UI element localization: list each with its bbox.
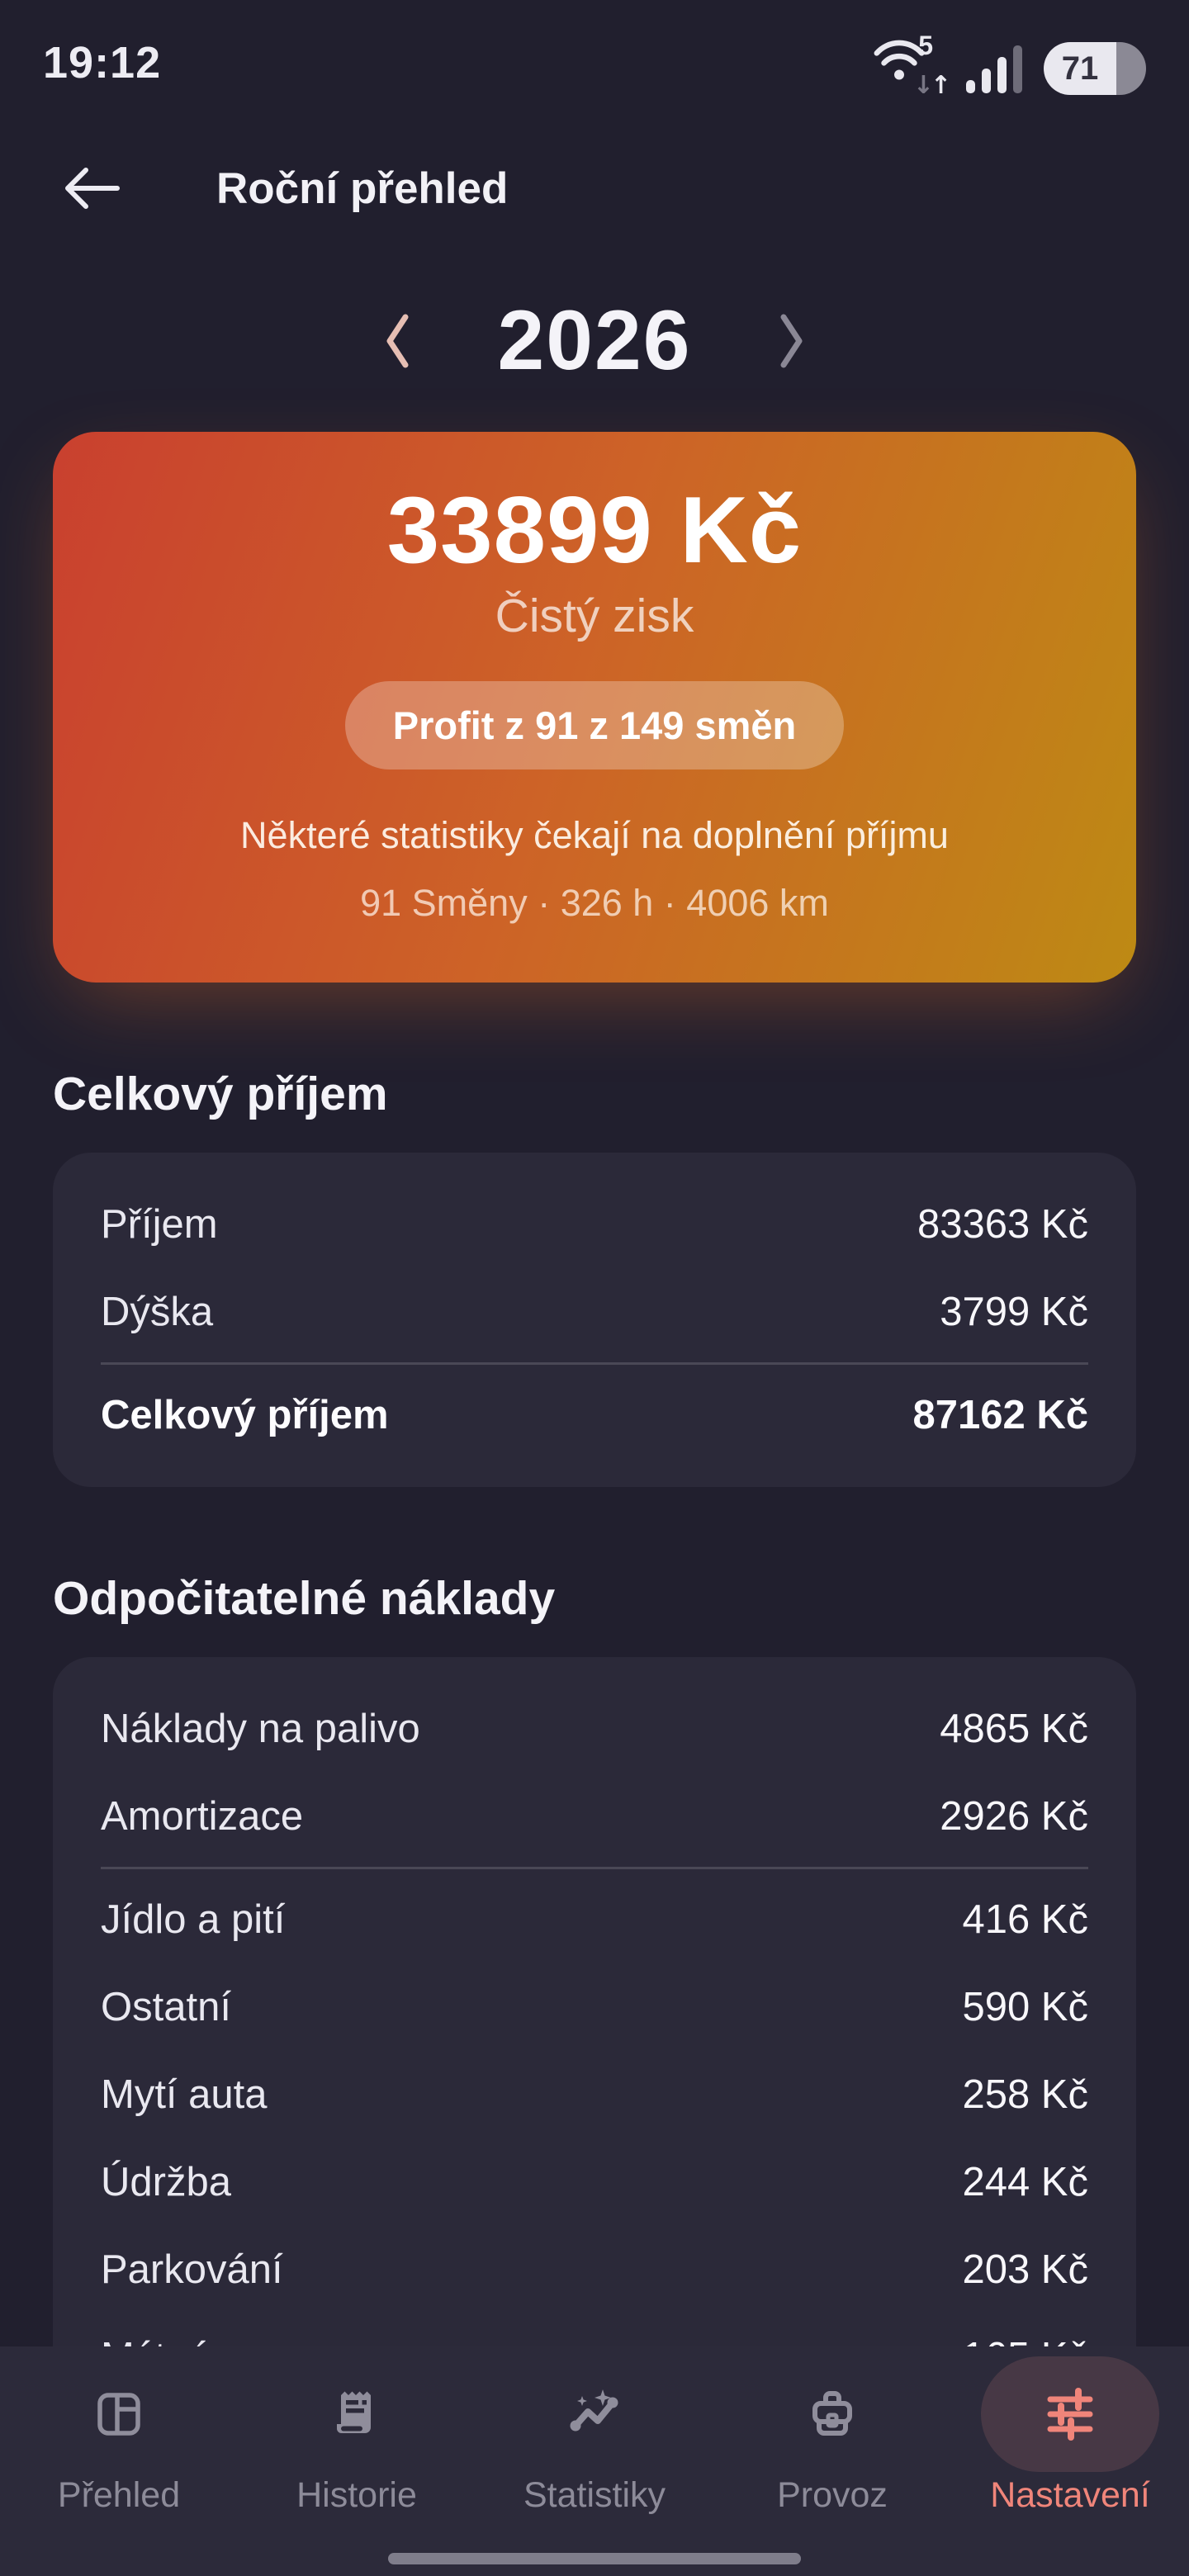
table-row: Dýška 3799 Kč [101, 1268, 1088, 1356]
table-row: Ostatní 590 Kč [101, 1963, 1088, 2051]
next-year-button[interactable] [777, 310, 807, 372]
row-label: Parkování [101, 2247, 283, 2292]
table-row: Údržba 244 Kč [101, 2138, 1088, 2226]
home-indicator[interactable] [388, 2553, 801, 2564]
clock: 19:12 [43, 38, 162, 88]
profit-summary-card: 33899 Kč Čistý zisk Profit z 91 z 149 sm… [53, 432, 1136, 983]
divider [101, 1866, 1088, 1869]
battery-percent: 71 [1061, 50, 1099, 87]
year-value: 2026 [497, 293, 692, 387]
nav-item-nastaveni[interactable]: Nastavení [951, 2346, 1189, 2517]
status-icons: 5 ↓↑ 71 [874, 31, 1146, 100]
network-activity-icon: ↓↑ [912, 71, 951, 100]
battery-icon: 71 [1044, 42, 1146, 95]
row-label: Údržba [101, 2159, 231, 2204]
row-value: 416 Kč [962, 1896, 1088, 1942]
row-value: 87162 Kč [912, 1392, 1088, 1437]
total-row: Celkový příjem 87162 Kč [101, 1371, 1088, 1459]
table-row: Jídlo a pití 416 Kč [101, 1876, 1088, 1963]
expenses-section-title: Odpočitatelné náklady [53, 1571, 556, 1625]
previous-year-button[interactable] [382, 310, 412, 372]
row-label: Ostatní [101, 1984, 231, 2029]
nav-label: Historie [296, 2475, 417, 2515]
signal-strength-icon [966, 42, 1022, 95]
pending-income-note: Některé statistiky čekají na doplnění př… [240, 813, 949, 856]
chevron-right-icon [777, 314, 807, 374]
dashboard-icon [30, 2356, 208, 2472]
briefcase-icon [743, 2356, 921, 2472]
row-value: 2926 Kč [940, 1793, 1088, 1839]
row-value: 83363 Kč [917, 1201, 1088, 1247]
net-profit-label: Čistý zisk [495, 589, 694, 642]
shift-stats-line: 91 Směny · 326 h · 4006 km [360, 881, 829, 924]
table-row: Příjem 83363 Kč [101, 1181, 1088, 1268]
table-row: Náklady na palivo 4865 Kč [101, 1685, 1088, 1773]
row-label: Náklady na palivo [101, 1706, 420, 1751]
sliders-icon [981, 2356, 1159, 2472]
back-button[interactable] [59, 162, 124, 215]
wifi-icon: 5 ↓↑ [874, 31, 951, 100]
bottom-nav: Přehled Historie [0, 2346, 1189, 2576]
table-row: Mytí auta 258 Kč [101, 2051, 1088, 2138]
nav-label: Přehled [57, 2475, 181, 2515]
header: Roční přehled [59, 162, 1136, 215]
nav-label: Nastavení [990, 2475, 1150, 2515]
row-label: Dýška [101, 1289, 214, 1334]
row-label: Celkový příjem [101, 1392, 389, 1437]
nav-label: Provoz [777, 2475, 888, 2515]
divider [101, 1361, 1088, 1365]
nav-item-historie[interactable]: Historie [238, 2346, 476, 2517]
page-title: Roční přehled [216, 163, 509, 213]
table-row: Amortizace 2926 Kč [101, 1773, 1088, 1860]
row-value: 258 Kč [962, 2072, 1088, 2117]
row-label: Jídlo a pití [101, 1896, 286, 1942]
wifi-generation-label: 5 [918, 31, 933, 60]
income-section-title: Celkový příjem [53, 1067, 388, 1120]
nav-item-statistiky[interactable]: Statistiky [476, 2346, 713, 2517]
chevron-left-icon [382, 314, 412, 374]
row-label: Amortizace [101, 1793, 304, 1839]
nav-item-provoz[interactable]: Provoz [713, 2346, 951, 2517]
income-card: Příjem 83363 Kč Dýška 3799 Kč Celkový př… [53, 1152, 1136, 1487]
row-value: 203 Kč [962, 2247, 1088, 2292]
arrow-left-icon [59, 168, 124, 217]
row-label: Mytí auta [101, 2072, 268, 2117]
net-profit-amount: 33899 Kč [386, 478, 803, 583]
year-selector: 2026 [0, 292, 1189, 389]
trend-icon [505, 2356, 684, 2472]
row-value: 4865 Kč [940, 1706, 1088, 1751]
table-row: Parkování 203 Kč [101, 2226, 1088, 2313]
row-label: Příjem [101, 1201, 218, 1247]
row-value: 3799 Kč [940, 1289, 1088, 1334]
profit-shifts-badge: Profit z 91 z 149 směn [344, 680, 845, 769]
nav-label: Statistiky [523, 2475, 666, 2515]
row-value: 244 Kč [962, 2159, 1088, 2204]
expenses-card: Náklady na palivo 4865 Kč Amortizace 292… [53, 1656, 1136, 2429]
nav-item-prehled[interactable]: Přehled [0, 2346, 238, 2517]
receipt-icon [268, 2356, 446, 2472]
status-bar: 19:12 5 ↓↑ 71 [0, 0, 1189, 100]
row-value: 590 Kč [962, 1984, 1088, 2029]
